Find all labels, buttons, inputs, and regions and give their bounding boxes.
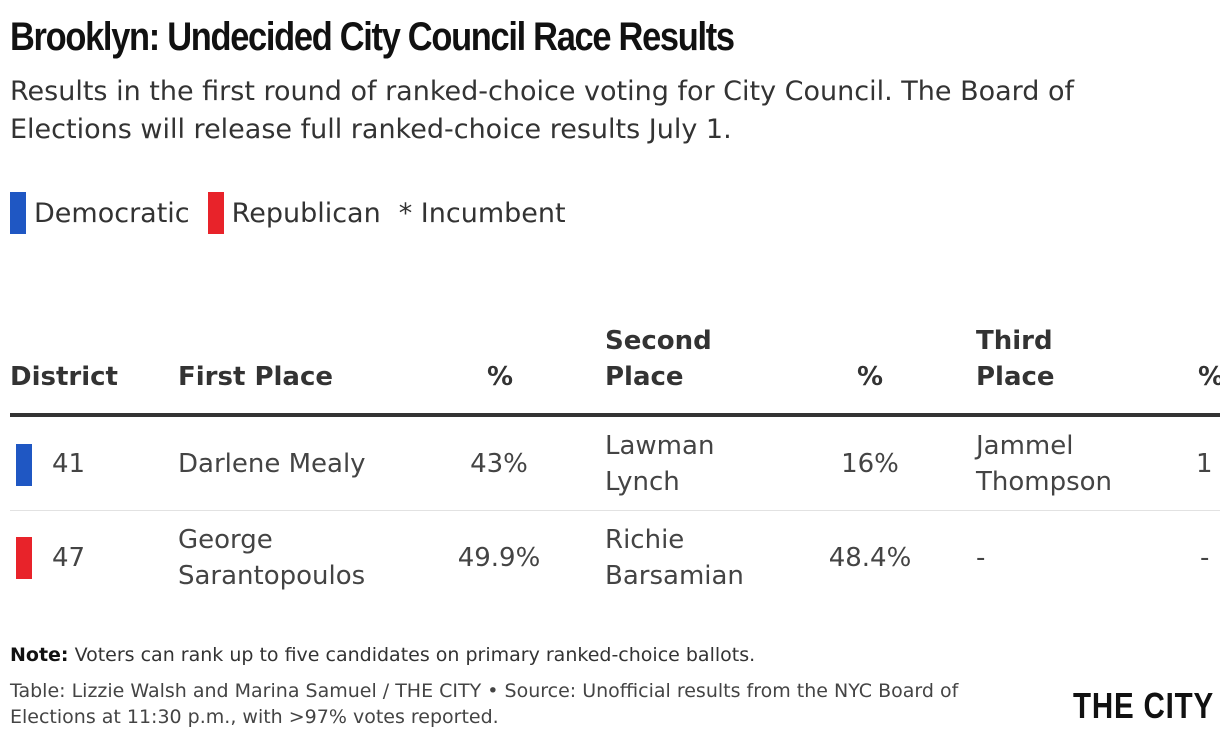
- legend-swatch-democratic: [10, 192, 26, 234]
- first-pct-cell: 43%: [470, 448, 528, 479]
- chart-subtitle: Results in the first round of ranked-cho…: [10, 76, 1075, 145]
- header-second-pct: %: [857, 362, 884, 392]
- first-pct-cell: 49.9%: [457, 542, 541, 573]
- legend-label-republican: Republican: [231, 197, 381, 229]
- header-first-pct: %: [487, 362, 514, 392]
- legend-item-democratic: Democratic: [10, 192, 190, 234]
- third-place-cell: Jammel Thompson: [976, 430, 1113, 497]
- first-place-cell: Darlene Mealy: [178, 448, 366, 479]
- third-pct-cell: -: [1200, 542, 1210, 573]
- footer-note: Note: Voters can rank up to five candida…: [10, 641, 755, 669]
- legend-item-republican: Republican: [207, 192, 381, 234]
- second-place-cell: Richie Barsamian: [605, 524, 744, 591]
- table-header: District First Place % Second Place % Th…: [10, 320, 1220, 417]
- header-third-place: Third Place: [976, 326, 1055, 392]
- second-pct-cell: 48.4%: [828, 542, 912, 573]
- party-bar-democratic: [16, 444, 32, 486]
- legend-label-democratic: Democratic: [34, 197, 190, 229]
- second-pct-cell: 16%: [841, 448, 899, 479]
- legend-swatch-republican: [207, 192, 224, 234]
- legend: Democratic Republican * Incumbent: [10, 191, 566, 235]
- table-row: 47 George Sarantopoulos 49.9% Richie Bar…: [10, 511, 1220, 604]
- results-table: District First Place % Second Place % Th…: [10, 320, 1220, 610]
- note-text: Voters can rank up to five candidates on…: [68, 644, 756, 666]
- footer-source: Table: Lizzie Walsh and Marina Samuel / …: [10, 680, 959, 728]
- legend-incumbent-note: * Incumbent: [398, 197, 566, 229]
- district-cell: 41: [52, 448, 86, 479]
- the-city-logo: THE CITY: [1073, 685, 1215, 726]
- third-pct-cell: 1: [1196, 448, 1213, 479]
- district-cell: 47: [52, 542, 86, 573]
- header-district: District: [10, 362, 118, 392]
- header-third-pct: %: [1198, 359, 1220, 395]
- chart-title: Brooklyn: Undecided City Council Race Re…: [10, 15, 735, 59]
- header-first-place: First Place: [178, 362, 334, 392]
- table-row: 41 Darlene Mealy 43% Lawman Lynch 16% Ja…: [10, 417, 1220, 511]
- note-label: Note:: [10, 644, 69, 666]
- second-place-cell: Lawman Lynch: [605, 430, 715, 497]
- header-second-place: Second Place: [605, 326, 712, 392]
- first-place-cell: George Sarantopoulos: [178, 524, 366, 591]
- third-place-cell: -: [976, 542, 986, 573]
- party-bar-republican: [16, 537, 32, 579]
